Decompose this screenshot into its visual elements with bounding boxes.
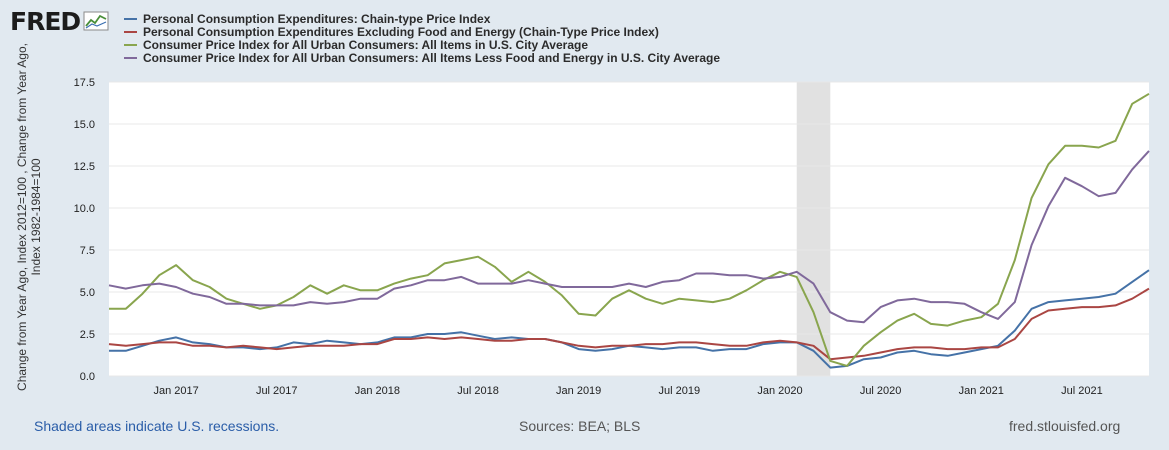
x-tick-label: Jul 2021	[1061, 385, 1103, 397]
chart: 0.0 2.5 5.0 7.5 10.0 12.5 15.0 17.5 Jan 2017 Jul…	[15, 43, 1150, 397]
fred-logo[interactable]: FRED	[10, 5, 109, 37]
legend-swatch-pce-icon	[124, 17, 137, 20]
y-tick-label: 15.0	[74, 119, 95, 131]
x-tick-label: Jan 2018	[355, 385, 400, 397]
y-tick-label: 17.5	[74, 77, 95, 89]
legend-label: Personal Consumption Expenditures Exclud…	[143, 24, 659, 39]
legend-swatch-core-pce-icon	[124, 30, 137, 33]
y-axis-label: Change from Year Ago, Index 2012=100 , C…	[15, 43, 43, 391]
x-tick-label: Jan 2017	[153, 385, 198, 397]
legend-item[interactable]: Personal Consumption Expenditures: Chain…	[124, 11, 720, 26]
x-tick-label: Jan 2020	[757, 385, 802, 397]
recession-shading	[796, 82, 831, 376]
chart-legend: Personal Consumption Expenditures: Chain…	[124, 11, 721, 65]
x-tick-label: Jul 2017	[256, 385, 298, 397]
y-tick-label: 10.0	[74, 203, 95, 215]
sources-note: Sources: BEA; BLS	[519, 418, 641, 434]
series-line-3	[109, 92, 1150, 367]
fred-logo-text: FRED	[10, 6, 81, 36]
legend-item[interactable]: Personal Consumption Expenditures Exclud…	[124, 24, 720, 39]
line-chart-icon	[83, 11, 109, 31]
y-tick-label: 12.5	[74, 161, 95, 173]
x-tick-label: Jul 2019	[659, 385, 701, 397]
x-tick-label: Jan 2019	[556, 385, 601, 397]
y-tick-label: 5.0	[80, 287, 95, 299]
legend-item[interactable]: Consumer Price Index for All Urban Consu…	[124, 37, 720, 52]
plot-area	[109, 82, 1149, 376]
legend-swatch-cpi-icon	[124, 43, 137, 46]
x-tick-label: Jul 2020	[860, 385, 902, 397]
series-line-4	[108, 150, 1150, 324]
legend-swatch-core-cpi-icon	[124, 56, 137, 59]
series-line-2	[108, 287, 1150, 361]
y-tick-label: 7.5	[80, 245, 95, 257]
legend-label: Consumer Price Index for All Urban Consu…	[143, 50, 721, 65]
y-tick-label: 2.5	[80, 329, 95, 341]
y-tick-label: 0.0	[80, 371, 95, 383]
site-url[interactable]: fred.stlouisfed.org	[1009, 418, 1121, 434]
legend-label: Consumer Price Index for All Urban Consu…	[143, 37, 588, 52]
x-tick-label: Jan 2021	[959, 385, 1004, 397]
legend-label: Personal Consumption Expenditures: Chain…	[143, 11, 491, 26]
recessions-note: Shaded areas indicate U.S. recessions.	[34, 418, 280, 434]
x-tick-label: Jul 2018	[457, 385, 499, 397]
legend-item[interactable]: Consumer Price Index for All Urban Consu…	[124, 50, 721, 65]
